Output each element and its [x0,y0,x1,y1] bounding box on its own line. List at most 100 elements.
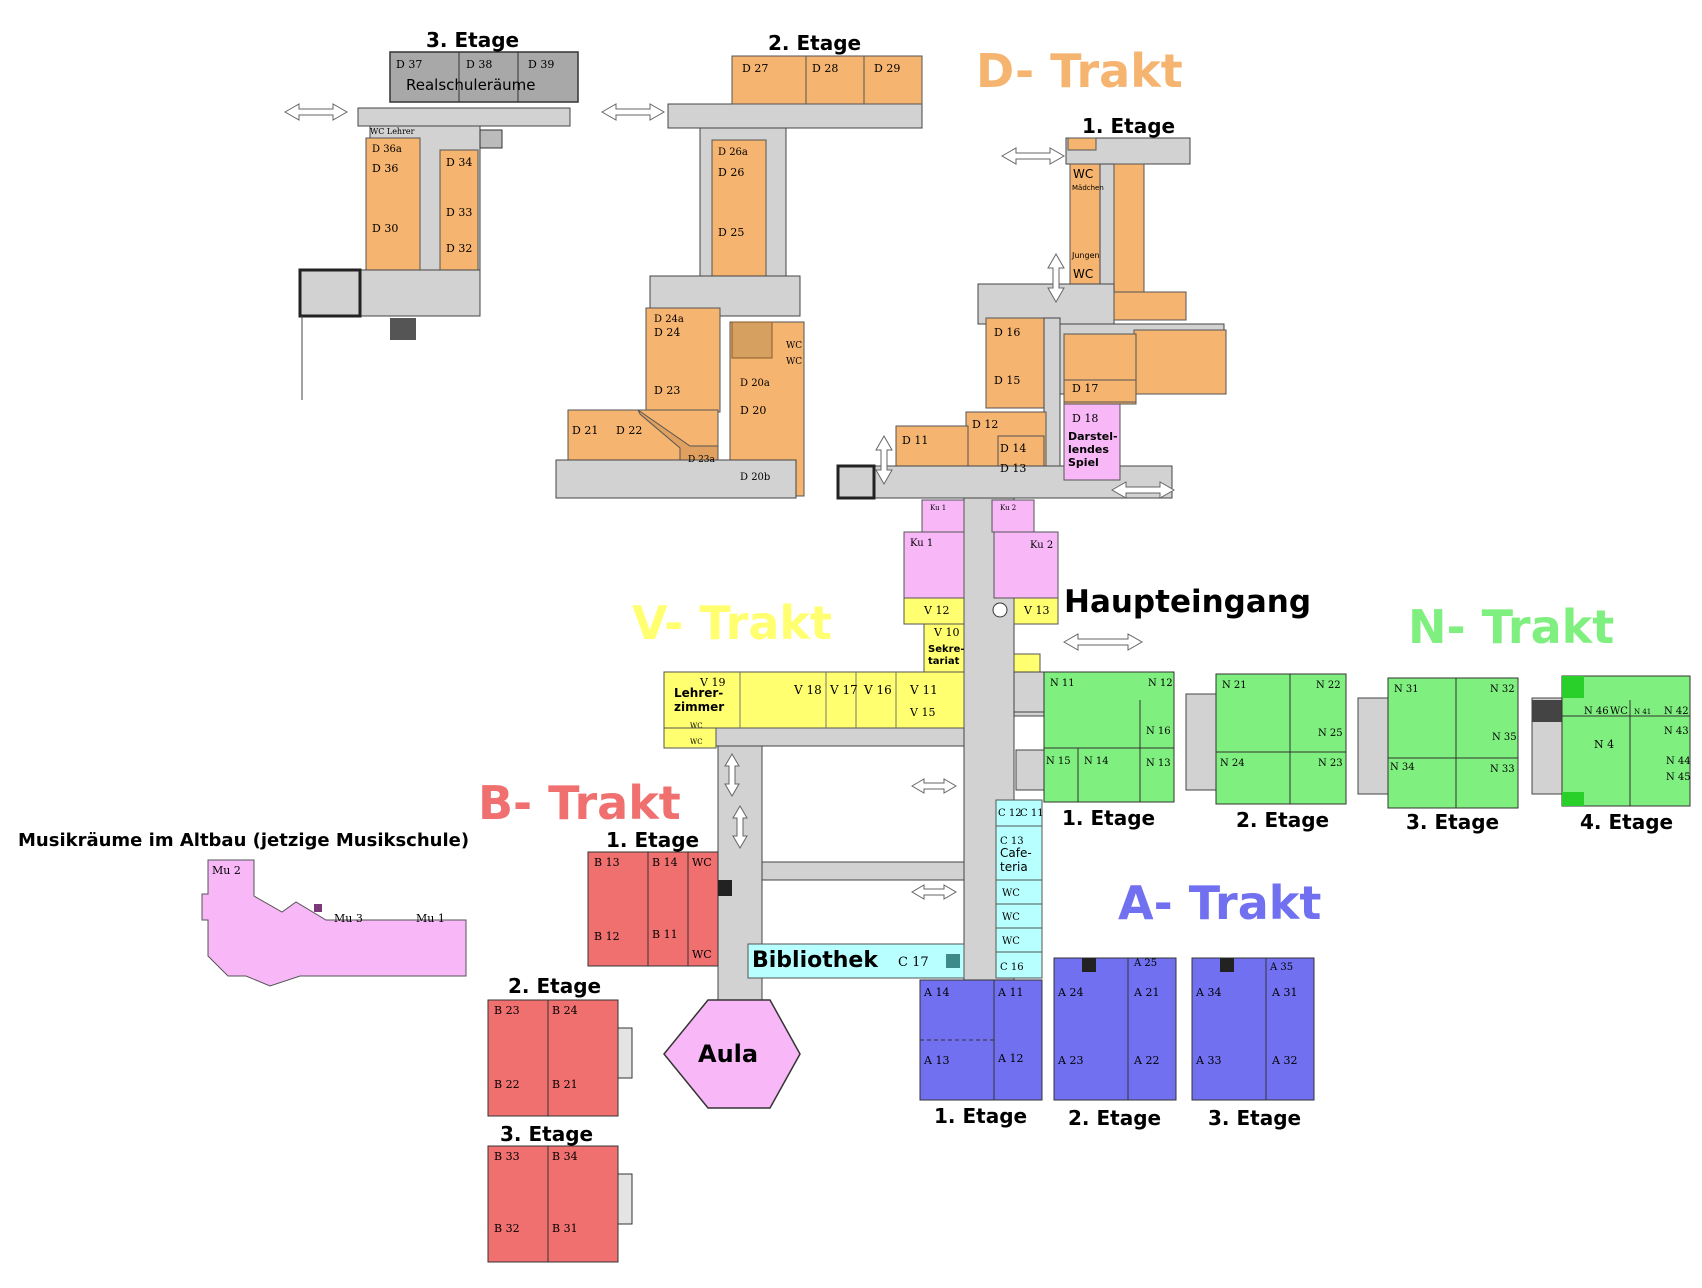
room-label: D 18 [1072,412,1098,425]
room-label: D 29 [874,62,900,75]
room-label: D 17 [1072,382,1098,395]
room-label: B 23 [494,1004,520,1017]
room-label: A 35 [1269,962,1293,973]
room-label: D 36 [372,162,398,175]
room-label: D 30 [372,222,398,235]
room-label: D 28 [812,62,838,75]
musik-label: Musikräume im Altbau (jetzige Musikschul… [18,830,470,851]
room-label: WC [1002,912,1020,923]
cafeteria-label: Cafe- teria [1000,846,1032,874]
room-label: A 31 [1271,986,1297,999]
n-floor3-plan: N 31 N 32 N 35 N 34 N 33 [1357,677,1519,809]
a-floor1-plan: A 14 A 11 A 13 A 12 [919,979,1043,1101]
section-b-title: B- Trakt [478,776,681,830]
b-floor3-plan: B 33 B 34 B 32 B 31 [487,1145,633,1263]
room-label: C 11 [1020,808,1044,819]
room-label: N 25 [1318,728,1343,739]
room-label: N 14 [1084,756,1109,767]
room-label: D 11 [902,434,928,447]
aula-hexagon [663,999,801,1109]
n-floor2-plan: N 21 N 22 N 25 N 24 N 23 [1185,673,1347,805]
room-label: Mu 1 [416,912,445,925]
sekretariat-label: Sekre- tariat [928,644,965,667]
room-label: V 18 [793,683,822,697]
room-label: Mu 2 [212,864,241,877]
room-label: N 21 [1222,680,1247,691]
room-label: B 11 [652,928,678,941]
room-label: D 22 [616,424,642,437]
room-label: B 34 [552,1150,578,1163]
room-label: C 13 [1000,836,1024,847]
room-label: B 22 [494,1078,520,1091]
room-label: N 22 [1316,680,1341,691]
room-label: Ku 2 [1030,540,1053,551]
room-label: B 21 [552,1078,578,1091]
bibliothek-label: Bibliothek [752,948,878,973]
main-entrance-label: Haupteingang [1064,584,1312,620]
room-label: N 11 [1050,678,1075,689]
room-label: Mädchen [1072,184,1104,192]
section-n-title: N- Trakt [1408,600,1615,654]
room-label: N 46 [1584,706,1609,717]
room-label: A 22 [1133,1054,1159,1067]
section-v-title: V- Trakt [632,596,832,650]
room-label: V 16 [863,683,892,697]
room-label: D 36a [372,144,402,155]
room-label: A 12 [997,1052,1023,1065]
room-label: D 25 [718,226,744,239]
room-label: A 14 [923,986,949,999]
room-label: D 12 [972,418,998,431]
n-floor1-plan: N 11 N 12 N 16 N 15 N 14 N 13 [1013,671,1175,803]
room-label: D 15 [994,374,1020,387]
floor-label: 1. Etage [606,828,700,852]
darstellendes-label: Darstel- lendes Spiel [1068,430,1118,469]
room-label: C 17 [898,955,929,970]
room-label: N 13 [1146,758,1171,769]
room-label: N 32 [1490,684,1515,695]
room-label: N 45 [1666,772,1691,783]
floor-label: 2. Etage [508,974,602,998]
room-label: V 15 [909,706,935,719]
room-label: C 12 [998,808,1022,819]
room-label: WC [1073,267,1093,281]
room-label: D 24a [654,314,684,325]
musik-plan: Mu 2 Mu 3 Mu 1 [201,859,467,987]
room-label: D 16 [994,326,1020,339]
room-label: A 34 [1195,986,1221,999]
room-label: D 14 [1000,442,1026,455]
room-label: WC [692,948,712,961]
room-label: Mu 3 [334,912,363,925]
room-label: A 32 [1271,1054,1297,1067]
room-label: A 25 [1133,958,1157,969]
floor-label: 4. Etage [1580,810,1674,834]
room-label: N 34 [1390,762,1415,773]
room-label: D 13 [1000,462,1026,475]
room-label: WC Lehrer [370,127,415,136]
room-label: D 34 [446,156,472,169]
room-label: WC [786,341,802,351]
room-label: A 24 [1057,986,1083,999]
room-label: A 13 [923,1054,949,1067]
floor-label: 1. Etage [1082,114,1176,138]
v-rooms: V 12 V 13 V 10 V 14 V 19 V 18 V 17 V 16 … [663,597,1059,749]
room-label: D 23 [654,384,680,397]
room-label: N 44 [1666,756,1691,767]
room-label: C 16 [1000,962,1024,973]
room-label: D 33 [446,206,472,219]
room-label: B 33 [494,1150,520,1163]
room-label: A 21 [1133,986,1159,999]
room-label: D 26 [718,166,744,179]
room-label: B 13 [594,856,620,869]
room-label: WC [1610,706,1628,717]
a-floor3-plan: A 35 A 34 A 31 A 33 A 32 [1191,957,1315,1101]
room-label: V 19 [699,676,725,689]
room-label: D 23a [688,455,716,465]
room-label: V 17 [829,683,858,697]
room-label: V 11 [909,683,938,697]
floor-label: 3. Etage [1208,1106,1302,1130]
floor-label: 1. Etage [1062,806,1156,830]
room-label: D 24 [654,326,680,339]
room-label: N 33 [1490,764,1515,775]
room-label: V 10 [933,626,959,639]
